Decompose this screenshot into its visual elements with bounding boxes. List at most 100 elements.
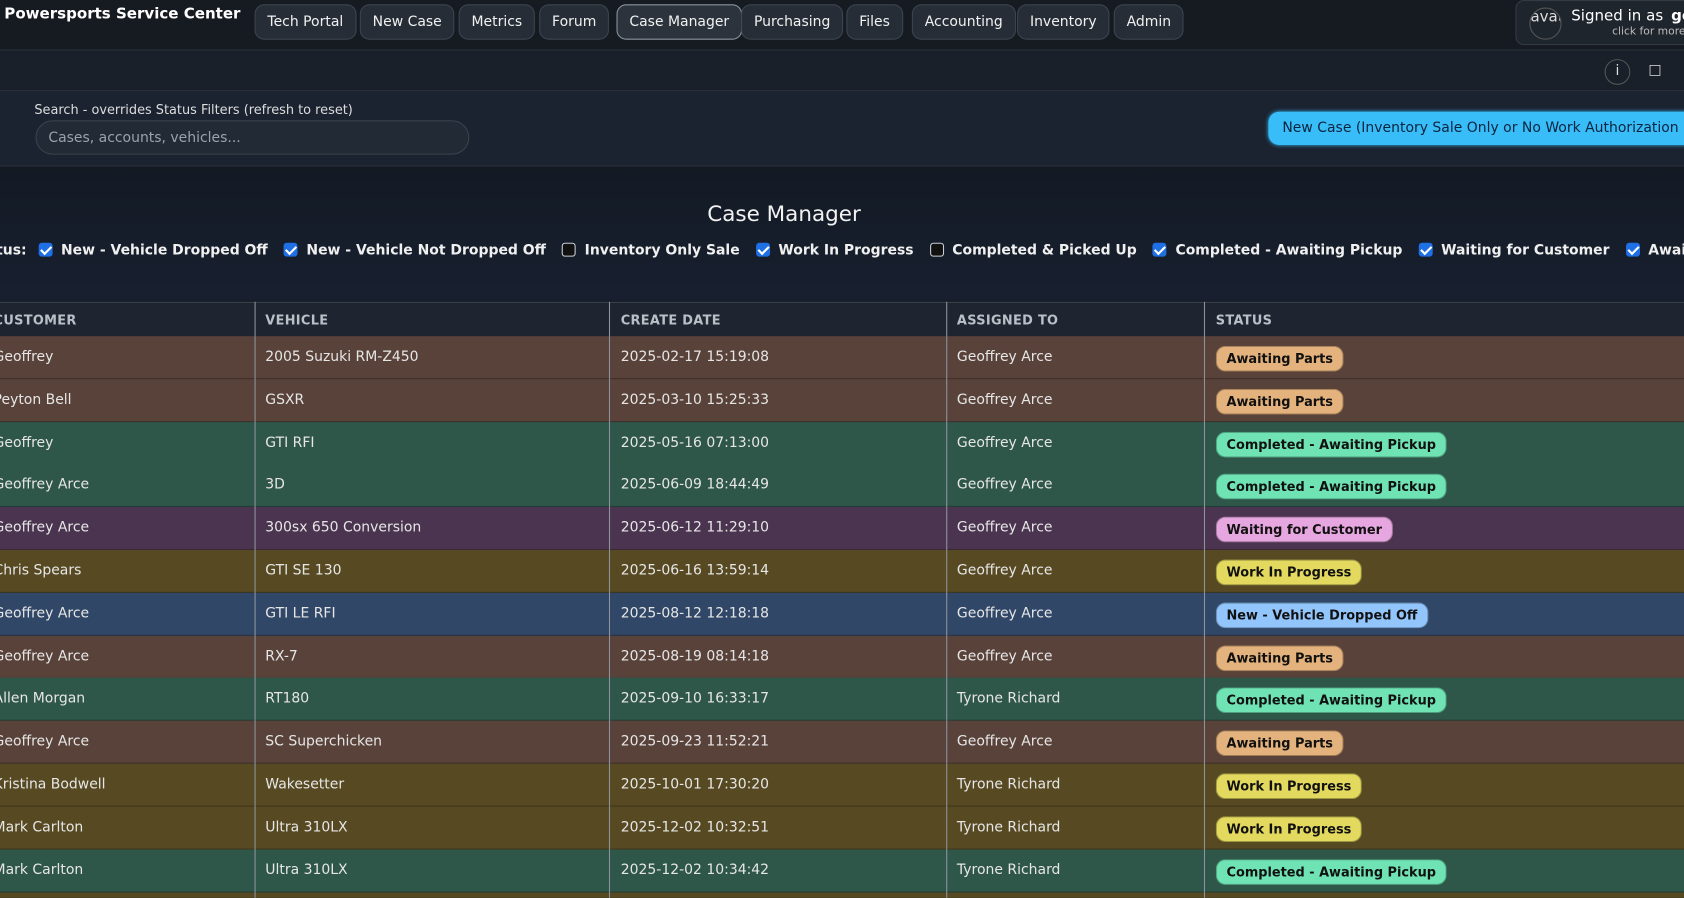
nav-button[interactable]: Metrics [458,4,536,40]
table-cell: Geoffrey Arce [956,391,1053,408]
status-badge: Awaiting Parts [1215,388,1344,415]
user-name: geo [1671,7,1684,25]
table-cell: 2025-03-10 15:25:33 [620,391,770,408]
table-cell: Geoffrey Arce [956,562,1053,579]
toolbar [0,50,1684,92]
table-row[interactable]: Geoffrey Arce 300sx 650 Conversion 2025-06… [0,507,1684,551]
nav-button[interactable]: Forum [539,4,610,40]
table-cell: 2005 Suzuki RM-Z450 [265,349,419,366]
table-row[interactable]: Peyton Bell GSXR 2025-03-10 15:25:33 Geoffr… [0,378,1684,422]
status-filter[interactable]: New - Vehicle Dropped Off [38,242,268,259]
status-filter[interactable]: Work In Progress [755,242,914,259]
column-divider [946,301,948,898]
table-cell: Ultra 310LX [265,861,348,879]
status-filter[interactable]: Completed - Awaiting Pickup [1152,242,1403,259]
table-row[interactable]: Geoffrey Arce GTI LE RFI 2025-08-12 12:18:… [0,592,1684,636]
status-badge: Completed - Awaiting Pickup [1215,474,1447,500]
status-filter[interactable]: Waiting for Customer [1418,242,1610,259]
table-cell: Geoffrey Arce [956,349,1053,366]
table-cell: Geoffrey [0,349,54,366]
nav-button[interactable]: New Case [359,4,455,40]
table-cell: Mark Carlton [0,861,84,879]
status-filter[interactable]: Completed & Picked Up [929,242,1137,259]
table-row-partial [0,892,1684,898]
table-cell: Geoffrey Arce [956,733,1053,750]
column-header[interactable]: CUSTOMER [0,312,77,328]
nav-button[interactable]: Purchasing [741,4,844,40]
toolbar-icon[interactable]: □ [1648,62,1662,79]
table-cell: RT180 [265,691,310,708]
column-header[interactable]: ASSIGNED TO [956,312,1059,328]
column-header[interactable]: CREATE DATE [620,312,721,328]
checkbox[interactable] [1418,242,1433,257]
checkbox[interactable] [755,242,770,257]
checkbox[interactable] [929,242,944,257]
table-row[interactable]: Mark Carlton Ultra 310LX 2025-12-02 10:32:… [0,806,1684,850]
table-row[interactable]: Mark Carlton Ultra 310LX 2025-12-02 10:34:… [0,849,1684,893]
status-badge: Work In Progress [1215,559,1363,586]
column-divider [608,301,611,898]
filter-text: Completed - Awaiting Pickup [1175,242,1403,259]
table-cell: GSXR [265,391,305,408]
table-cell: Wakesetter [265,776,345,793]
table-cell: Tyrone Richard [956,861,1061,879]
status-filters: Status: New - Vehicle Dropped Off New - Ve… [0,242,1684,259]
table-cell: RX-7 [265,648,298,665]
nav-button[interactable]: Files [846,4,903,40]
status-filter[interactable]: Inventory Only Sale [562,242,740,259]
table-cell: Geoffrey Arce [956,520,1053,537]
column-divider [254,301,256,898]
nav-button[interactable]: Inventory [1017,4,1110,40]
table-row[interactable]: Allen Morgan RT180 2025-09-10 16:33:17 Tyro… [0,678,1684,722]
table-row[interactable]: Geoffrey Arce RX-7 2025-08-19 08:14:18 Geof… [0,635,1684,679]
table-cell: Geoffrey Arce [0,605,90,622]
status-badge: Work In Progress [1215,773,1363,800]
nav-button[interactable]: Accounting [911,4,1016,40]
status-badge: Awaiting Parts [1215,645,1344,671]
table-cell: GTI SE 130 [265,562,342,579]
checkbox[interactable] [562,242,577,257]
table-cell: 2025-06-12 11:29:10 [620,520,770,537]
checkbox[interactable] [1152,242,1167,257]
table-row[interactable]: Geoffrey Arce 3D 2025-06-09 18:44:49 Geoffr… [0,464,1684,508]
table-row[interactable]: Kristina Bodwell Wakesetter 2025-10-01 17:… [0,763,1684,807]
toolbar-icon[interactable]: - [1678,59,1684,83]
table-cell: 2025-06-09 18:44:49 [620,477,770,494]
status-badge: Completed - Awaiting Pickup [1215,687,1447,714]
search-input[interactable]: Cases, accounts, vehicles... [35,120,470,155]
checkbox[interactable] [283,242,298,257]
filter-label: Status: [0,242,27,259]
column-header[interactable]: VEHICLE [265,312,329,328]
table-cell: Tyrone Richard [956,776,1061,793]
table-row[interactable]: Geoffrey GTI RFI 2025-05-16 07:13:00 Geoffr… [0,421,1684,465]
table-row[interactable]: Geoffrey Arce SC Superchicken 2025-09-23 1… [0,720,1684,764]
nav-button[interactable]: Admin [1113,4,1185,40]
status-badge: Awaiting Parts [1215,730,1344,757]
nav-button[interactable]: Tech Portal [254,4,357,40]
new-case-button[interactable]: New Case (Inventory Sale Only or No Work… [1268,111,1684,145]
table-cell: Geoffrey Arce [956,477,1053,494]
toolbar-icon[interactable]: i [1604,59,1631,85]
table-cell: Geoffrey Arce [956,648,1053,665]
nav-button[interactable]: Case Manager [616,4,743,40]
table-cell: Allen Morgan [0,691,86,708]
table-cell: SC Superchicken [265,733,383,750]
table-cell: GTI LE RFI [265,605,336,622]
checkbox[interactable] [1625,242,1640,257]
filter-text: Completed & Picked Up [952,242,1137,259]
table-cell: 2025-05-16 07:13:00 [620,434,770,451]
table-cell: Geoffrey Arce [0,733,90,750]
table-row[interactable]: Geoffrey 2005 Suzuki RM-Z450 2025-02-17 15… [0,336,1684,380]
status-filter[interactable]: New - Vehicle Not Dropped Off [283,242,546,259]
table-row[interactable]: Chris Spears GTI SE 130 2025-06-16 13:59:1… [0,549,1684,593]
status-filter[interactable]: Awaiting Parts [1625,242,1684,259]
filter-text: Awaiting Parts [1648,242,1684,259]
column-header[interactable]: STATUS [1215,312,1273,328]
table-cell: Tyrone Richard [956,819,1061,836]
filter-text: New - Vehicle Dropped Off [60,242,268,259]
checkbox[interactable] [38,242,53,257]
user-menu[interactable]: avata Signed in as geoclick for more [1515,0,1684,46]
table-cell: Geoffrey [0,434,54,451]
filter-text: Work In Progress [778,242,914,259]
